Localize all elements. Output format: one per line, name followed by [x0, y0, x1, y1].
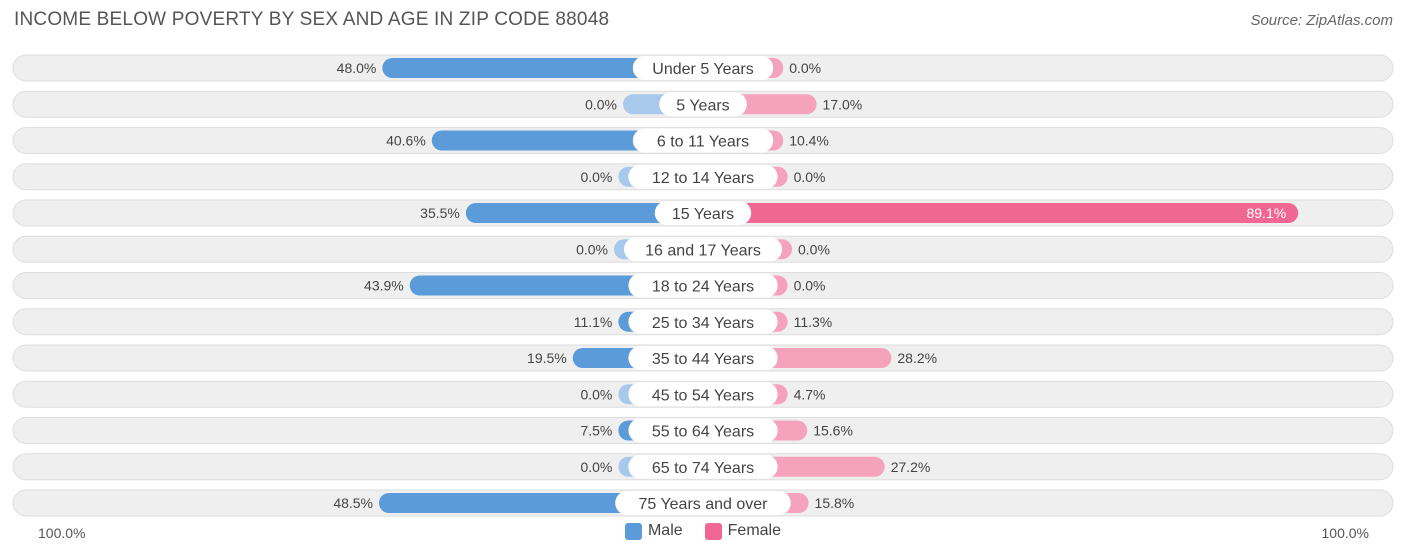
legend-item-male: Male — [624, 522, 683, 540]
value-label-male: 7.5% — [580, 423, 612, 439]
category-label: 5 Years — [676, 97, 729, 114]
value-label-female: 10.4% — [789, 133, 829, 149]
category-label-bg — [628, 273, 778, 298]
value-label-female: 28.2% — [897, 350, 937, 366]
value-label-female: 0.0% — [798, 241, 830, 257]
category-label: 35 to 44 Years — [652, 351, 754, 368]
legend-label-female: Female — [727, 522, 782, 539]
category-label: 16 and 17 Years — [645, 242, 761, 259]
legend-item-female: Female — [704, 522, 782, 540]
chart-area: Under 5 Years 48.0% 0.0% 5 Years 0.0% 17.0% 6 … — [12, 54, 1394, 517]
value-label-male: 0.0% — [585, 96, 617, 112]
category-label: 75 Years and over — [639, 496, 769, 513]
category-label-bg — [632, 128, 774, 153]
value-label-female: 27.2% — [891, 459, 931, 475]
category-label: 55 to 64 Years — [652, 424, 754, 441]
bar-male — [465, 203, 703, 223]
source-label: Source: ZipAtlas.com — [1250, 12, 1393, 29]
category-label: 45 to 54 Years — [652, 387, 754, 404]
value-label-male: 40.6% — [386, 133, 426, 149]
category-label: Under 5 Years — [652, 61, 753, 78]
category-label-bg — [654, 201, 752, 225]
category-label-bg — [659, 92, 747, 117]
value-label-female: 15.6% — [813, 423, 853, 439]
category-label: 18 to 24 Years — [652, 279, 754, 296]
value-label-female: 0.0% — [794, 278, 826, 294]
category-label-bg — [628, 309, 778, 334]
value-label-female: 17.0% — [823, 96, 863, 112]
value-label-male: 0.0% — [580, 459, 612, 475]
legend-swatch-male — [624, 522, 642, 540]
category-label-bg — [632, 56, 774, 80]
value-label-female: 0.0% — [789, 60, 821, 76]
category-label-bg — [628, 418, 778, 443]
category-label: 12 to 14 Years — [652, 170, 754, 187]
legend-label-male: Male — [647, 522, 683, 539]
value-label-female: 0.0% — [794, 169, 826, 185]
chart-title: INCOME BELOW POVERTY BY SEX AND AGE IN Z… — [14, 9, 610, 30]
value-label-male: 35.5% — [420, 205, 460, 221]
value-label-male: 0.0% — [580, 169, 612, 185]
legend-swatch-female — [704, 522, 722, 540]
category-label-bg — [628, 454, 778, 479]
value-label-male: 0.0% — [576, 241, 608, 257]
category-label: 6 to 11 Years — [657, 134, 749, 151]
value-label-male: 11.1% — [574, 314, 613, 330]
value-label-female: 89.1% — [1246, 205, 1286, 221]
category-label-bg — [615, 491, 791, 515]
category-label: 65 to 74 Years — [652, 460, 754, 477]
value-label-male: 19.5% — [527, 350, 567, 366]
value-label-male: 48.5% — [333, 495, 373, 511]
value-label-male: 0.0% — [580, 386, 612, 402]
category-label: 15 Years — [672, 206, 734, 223]
axis-right-label: 100.0% — [1321, 525, 1369, 541]
value-label-female: 15.8% — [815, 495, 855, 511]
legend: Male Female — [0, 522, 1406, 540]
value-label-female: 4.7% — [794, 386, 826, 402]
value-label-female: 11.3% — [794, 314, 833, 330]
bar-male — [382, 58, 703, 78]
category-label-bg — [628, 164, 778, 189]
category-label-bg — [624, 237, 782, 262]
category-label-bg — [628, 346, 778, 370]
value-label-male: 48.0% — [337, 60, 377, 76]
value-label-male: 43.9% — [364, 278, 404, 294]
bar-female — [703, 203, 1299, 223]
category-label: 25 to 34 Years — [652, 315, 754, 332]
axis-left-label: 100.0% — [38, 525, 86, 541]
category-label-bg — [628, 382, 778, 407]
